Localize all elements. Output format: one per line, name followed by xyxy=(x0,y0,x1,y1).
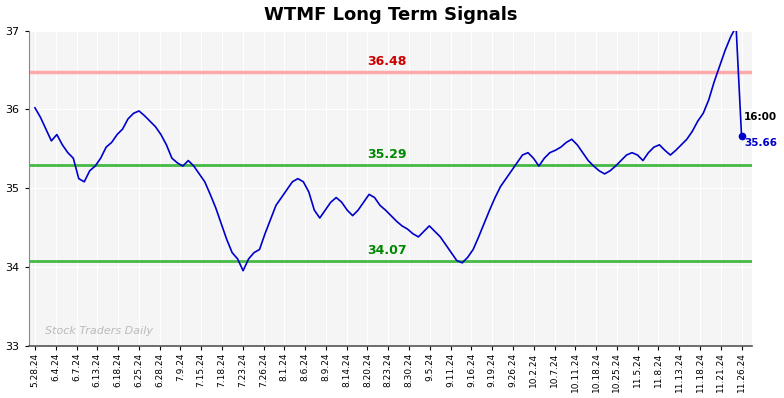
Text: 34.07: 34.07 xyxy=(368,244,407,258)
Text: Stock Traders Daily: Stock Traders Daily xyxy=(45,326,154,336)
Text: 16:00: 16:00 xyxy=(744,112,777,122)
Title: WTMF Long Term Signals: WTMF Long Term Signals xyxy=(263,6,517,23)
Text: 35.29: 35.29 xyxy=(368,148,407,161)
Text: 35.66: 35.66 xyxy=(744,138,777,148)
Text: 36.48: 36.48 xyxy=(368,55,407,68)
